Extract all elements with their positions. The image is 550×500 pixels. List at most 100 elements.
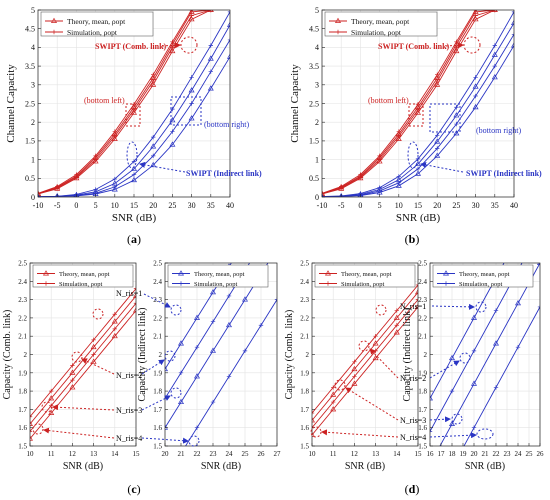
theory-marker: [177, 398, 185, 405]
series-line: [312, 306, 418, 436]
sim-marker: [493, 308, 499, 313]
theory-marker: [48, 395, 55, 401]
x-axis-label: SNR (dB): [63, 461, 103, 472]
d-left-circle-3: [334, 379, 346, 391]
d-left-circle-1: [375, 304, 387, 316]
x-tick-label: 35: [207, 201, 215, 210]
sim-marker: [74, 172, 79, 177]
sim-marker: [312, 410, 315, 416]
theory-marker: [259, 213, 264, 217]
y-tick-label: 1: [315, 155, 319, 164]
sim-marker: [210, 319, 216, 324]
x-tick-label: 17: [438, 450, 446, 458]
x-tick-label: 23: [504, 450, 512, 458]
y-tick-label: 1.7: [153, 406, 162, 414]
sim-marker: [435, 72, 440, 77]
theory-marker: [130, 165, 138, 171]
sim-marker: [30, 414, 33, 419]
x-tick-label: 22: [194, 450, 202, 458]
x-tick-label: 5: [94, 201, 98, 210]
theory-marker: [514, 299, 522, 306]
d-left-circle-2: [358, 340, 370, 352]
y-tick-label: 2.2: [300, 314, 309, 322]
swipt-comb-text-a: SWIPT (Comb. link): [95, 42, 167, 51]
sim-marker: [435, 146, 440, 151]
theory-marker: [130, 103, 138, 110]
chart-5: 16 17 18 19 20 21 22 23 24 25 261.51.61.71.81.922.…: [402, 259, 544, 472]
c-left-circle-1: [92, 308, 104, 320]
d-arrow-1: [431, 303, 475, 310]
theory-marker: [150, 143, 157, 149]
y-tick-label: 5: [31, 6, 35, 15]
sim-marker: [415, 166, 421, 172]
sim-marker: [133, 301, 136, 306]
y-tick-label: 2.5: [418, 259, 427, 267]
y-tick-label: 3: [315, 81, 319, 90]
sim-marker: [208, 69, 213, 74]
y-tick-label: 2.5: [25, 99, 35, 108]
legend-sim-marker: [335, 29, 341, 35]
legend-entry: Simulation, ρopt: [67, 28, 118, 37]
x-tick-label: 25: [526, 450, 534, 458]
y-tick-label: 1.9: [153, 369, 162, 377]
y-tick-label: 1.9: [18, 369, 27, 377]
x-tick-label: 20: [471, 450, 479, 458]
x-tick-label: 19: [460, 450, 468, 458]
c-right-circle-1: [170, 304, 182, 316]
x-tick-label: 10: [111, 201, 119, 210]
legend-entry: Simulation, ρopt: [59, 281, 103, 288]
theory-marker: [241, 296, 249, 302]
y-tick-label: 1.5: [300, 442, 309, 450]
theory-marker: [69, 369, 76, 375]
legend-entry: Simulation, ρopt: [194, 281, 238, 288]
theory-marker: [165, 424, 169, 430]
x-tick-label: 15: [414, 201, 422, 210]
bottom-left-text-b: (bottom left): [368, 96, 409, 105]
sim-marker: [473, 10, 478, 13]
x-tick-label: 20: [433, 201, 441, 210]
panel-c-label: (c): [127, 482, 140, 496]
y-tick-label: 2.1: [300, 333, 309, 341]
x-tick-label: 10: [27, 450, 35, 458]
y-tick-label: 2.3: [153, 296, 162, 304]
sim-marker: [170, 129, 175, 134]
sim-marker: [492, 43, 497, 48]
theory-marker: [165, 365, 169, 372]
d-nris-2: N_ris=2: [400, 374, 426, 383]
chart-0: -10 -5 0 5 10 15 20 25 30 35 40 0 0.5 1 1.5 2 2.5 3 3.5 4 4.…: [5, 6, 234, 224]
d-arrow-3: [429, 416, 451, 423]
x-tick-label: 11: [48, 450, 55, 458]
y-tick-label: 0: [315, 193, 319, 202]
sim-marker: [112, 312, 117, 317]
x-tick-label: 26: [258, 450, 266, 458]
c-right-circle-3: [170, 387, 182, 399]
theory-marker: [414, 103, 422, 110]
sim-marker: [430, 429, 433, 434]
x-tick-label: 40: [226, 201, 234, 210]
theory-marker: [312, 431, 316, 437]
sim-marker: [396, 174, 401, 179]
x-axis-label: SNR (dB): [112, 212, 157, 224]
theory-marker: [30, 435, 34, 441]
sim-marker: [396, 129, 401, 134]
c-left-circle-3: [41, 401, 53, 413]
y-tick-label: 2.2: [153, 314, 162, 322]
swipt-indirect-arrow-b: [420, 161, 464, 173]
sim-marker: [112, 326, 117, 332]
legend-entry: Theory, mean, ρopt: [194, 271, 245, 278]
legend-theory-marker: [177, 270, 185, 276]
theory-marker: [395, 176, 402, 182]
chart-2: 10 11 12 13 14 15 1.5 1.6 1.7 1.8 1.9 2 2.1 2.2 2.3 2.4…: [2, 259, 140, 472]
y-tick-label: 2.2: [18, 314, 27, 322]
chart-3: 20 21 22 23 24 25 26 27 1.5 1.6 1.7 1.8 1.9 2 2.1 2.2 2.…: [137, 213, 281, 472]
legend-entry: Simulation, ρopt: [351, 28, 402, 37]
sim-marker: [352, 374, 357, 379]
theory-marker: [69, 384, 76, 390]
sim-marker: [537, 304, 540, 310]
sim-marker: [112, 176, 117, 182]
y-tick-label: 2.3: [18, 296, 27, 304]
sim-marker: [259, 243, 263, 247]
legend-entry: Theory, mean, ρopt: [67, 17, 126, 26]
swipt-comb-arrow-b: [445, 42, 464, 49]
